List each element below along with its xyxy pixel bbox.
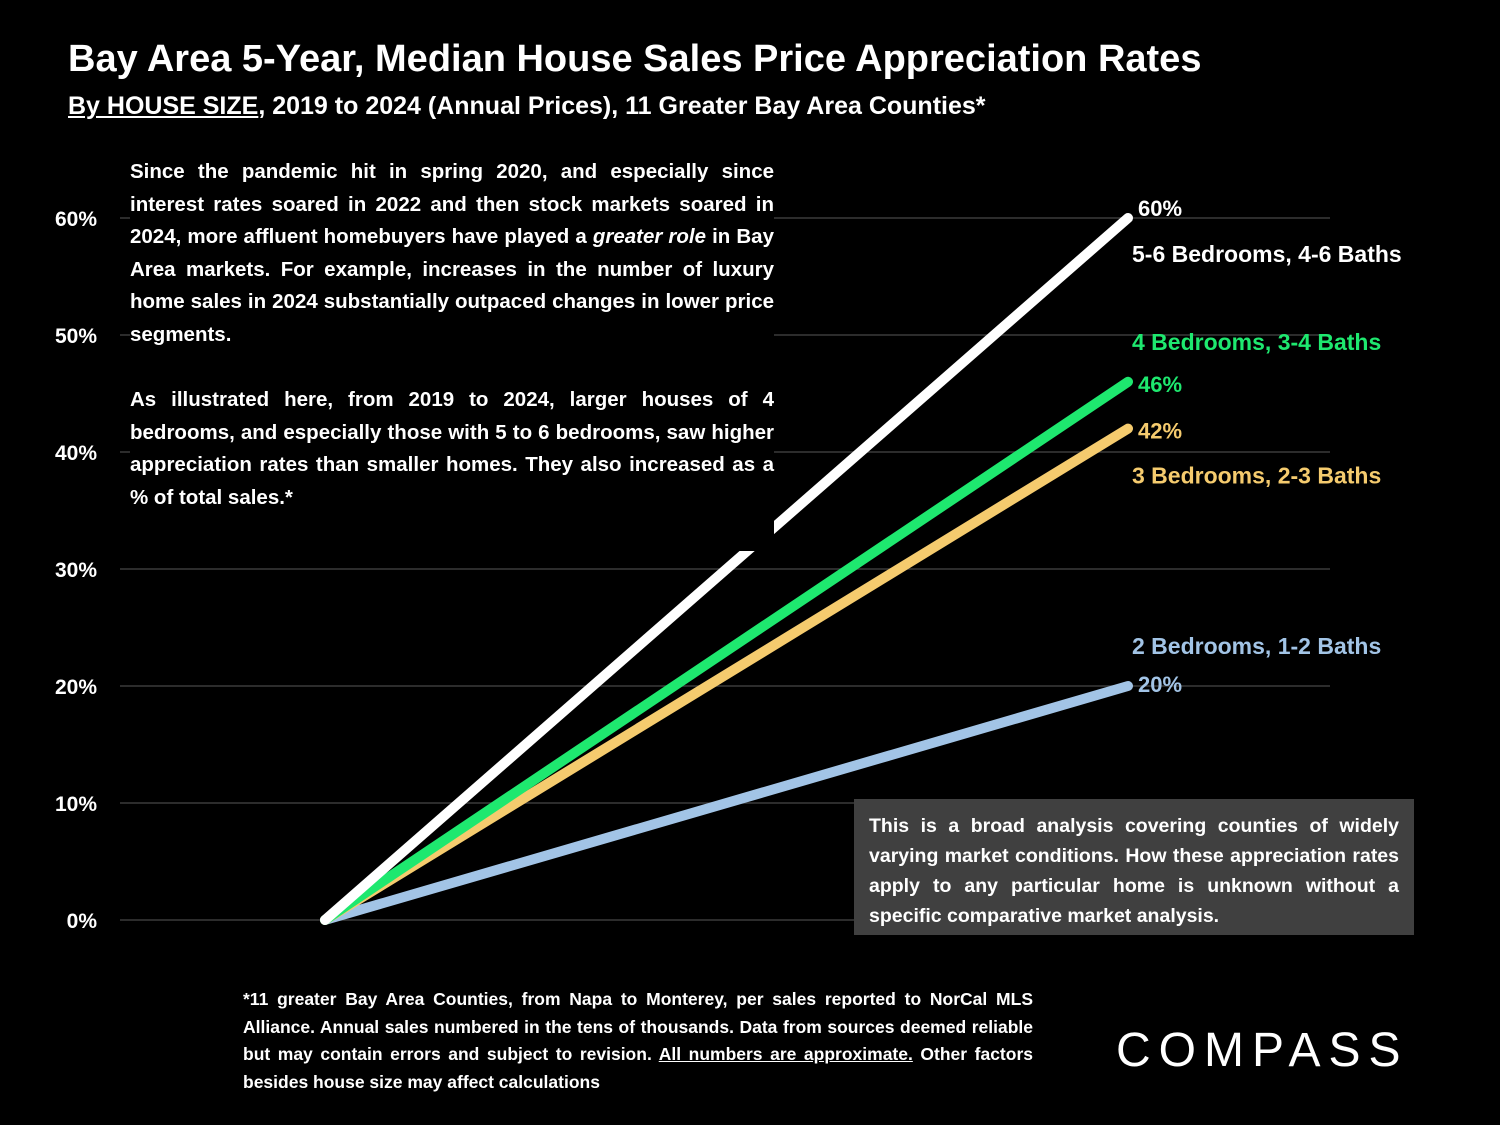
- compass-logo: COMPASS: [1116, 1024, 1408, 1076]
- series-line: [320, 213, 1133, 925]
- y-tick-label: 20%: [55, 676, 97, 699]
- subtitle-rest: , 2019 to 2024 (Annual Prices), 11 Great…: [258, 92, 986, 120]
- intro-paragraph-1: Since the pandemic hit in spring 2020, a…: [130, 160, 774, 346]
- legend-label: 4 Bedrooms, 3-4 Baths: [1132, 329, 1381, 355]
- series-lines: [320, 213, 1133, 925]
- data-label: 20%: [1138, 672, 1182, 697]
- series-labels: 60% 5-6 Bedrooms, 4-6 Baths 46% 4 Bedrooms,…: [1132, 196, 1402, 697]
- y-tick-label: 50%: [55, 325, 97, 348]
- intro-text: Since the pandemic hit in spring 2020, a…: [130, 156, 774, 551]
- y-tick-label: 40%: [55, 442, 97, 465]
- series-line: [320, 423, 1133, 925]
- y-tick-label: 10%: [55, 793, 97, 816]
- legend-label: 5-6 Bedrooms, 4-6 Baths: [1132, 241, 1402, 267]
- intro-paragraph-2: As illustrated here, from 2019 to 2024, …: [130, 388, 774, 509]
- y-tick-label: 60%: [55, 208, 97, 231]
- subtitle-emphasis: By HOUSE SIZE: [68, 92, 259, 120]
- disclaimer-box: This is a broad analysis covering counti…: [854, 799, 1414, 935]
- legend-label: 2 Bedrooms, 1-2 Baths: [1132, 633, 1381, 659]
- footnote-emphasis: All numbers are approximate.: [658, 1044, 913, 1064]
- y-tick-label: 30%: [55, 559, 97, 582]
- chart-title: Bay Area 5-Year, Median House Sales Pric…: [68, 38, 1202, 80]
- y-axis: 0% 10% 20% 30% 40% 50% 60%: [55, 208, 97, 933]
- data-label: 46%: [1138, 372, 1182, 397]
- series-line: [320, 376, 1133, 925]
- y-tick-label: 0%: [67, 910, 98, 933]
- data-label: 42%: [1138, 419, 1182, 444]
- legend-label: 3 Bedrooms, 2-3 Baths: [1132, 463, 1381, 489]
- data-label: 60%: [1138, 196, 1182, 221]
- footnote: *11 greater Bay Area Counties, from Napa…: [243, 989, 1033, 1092]
- compass-logo-text: COMPASS: [1116, 1024, 1408, 1076]
- chart-subtitle: By HOUSE SIZE, 2019 to 2024 (Annual Pric…: [68, 92, 986, 121]
- intro-emphasis: greater role: [592, 225, 707, 248]
- series-line: [320, 681, 1133, 925]
